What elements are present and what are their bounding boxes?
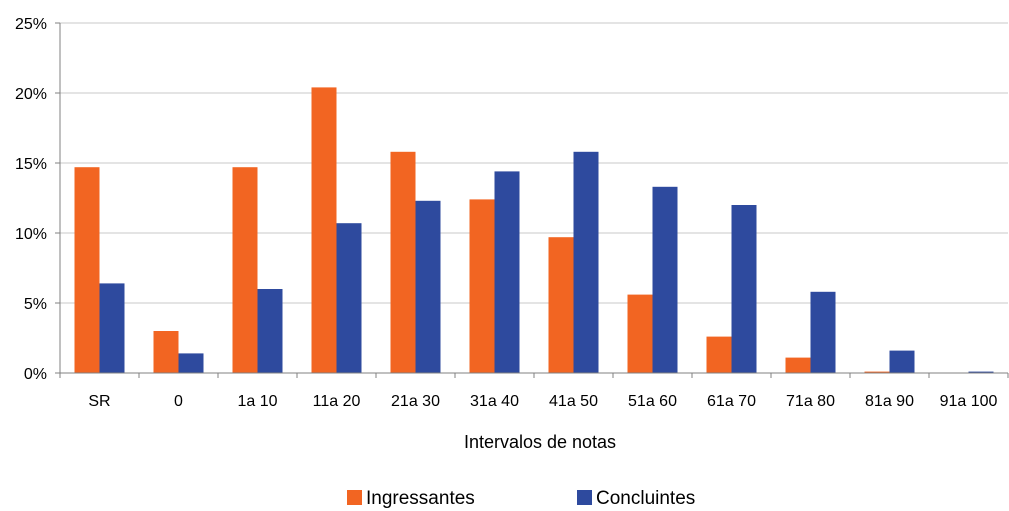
x-tick-label: 61a 70 bbox=[707, 393, 756, 410]
bar-ingressantes-1 bbox=[153, 331, 179, 373]
bar-concluintes-3 bbox=[336, 223, 362, 373]
bar-ingressantes-3 bbox=[311, 87, 337, 374]
bar-concluintes-8 bbox=[731, 205, 757, 373]
bar-concluintes-0 bbox=[99, 283, 125, 373]
y-tick-label: 25% bbox=[15, 16, 47, 33]
y-tick-label: 20% bbox=[15, 86, 47, 103]
x-tick-label: 31a 40 bbox=[470, 393, 519, 410]
x-tick-label: 0 bbox=[174, 393, 183, 410]
bar-concluintes-11 bbox=[968, 371, 994, 373]
x-axis-ticks: SR 0 1a 10 11a 20 21a 30 31a 40 41a 50 51a 60 61… bbox=[59, 373, 1009, 410]
bar-concluintes-4 bbox=[415, 200, 441, 373]
y-tick-label: 0% bbox=[24, 366, 47, 383]
x-tick-label: 41a 50 bbox=[549, 393, 598, 410]
x-tick-label: 11a 20 bbox=[313, 393, 361, 410]
x-tick-label: 21a 30 bbox=[391, 393, 440, 410]
bar-ingressantes-7 bbox=[627, 294, 653, 373]
legend-label: Concluintes bbox=[596, 488, 695, 509]
bar-concluintes-2 bbox=[257, 289, 283, 373]
x-tick-label: 1a 10 bbox=[237, 393, 277, 410]
legend-label: Ingressantes bbox=[366, 488, 475, 509]
bar-concluintes-1 bbox=[178, 353, 204, 373]
legend: Ingressantes Concluintes bbox=[347, 488, 695, 509]
x-axis-title: Intervalos de notas bbox=[464, 432, 616, 452]
bars bbox=[74, 87, 994, 374]
x-tick-label: 51a 60 bbox=[628, 393, 677, 410]
legend-item-concluintes: Concluintes bbox=[577, 488, 695, 509]
bar-concluintes-6 bbox=[573, 151, 599, 373]
legend-swatch bbox=[577, 490, 592, 505]
bar-ingressantes-8 bbox=[706, 336, 732, 373]
bar-ingressantes-9 bbox=[785, 357, 811, 373]
y-tick-label: 10% bbox=[15, 226, 47, 243]
y-tick-label: 15% bbox=[15, 156, 47, 173]
bar-ingressantes-0 bbox=[74, 167, 100, 373]
bar-ingressantes-10 bbox=[864, 371, 890, 373]
gridlines bbox=[60, 22, 1008, 304]
x-tick-label: 81a 90 bbox=[865, 393, 914, 410]
bar-ingressantes-2 bbox=[232, 167, 258, 373]
x-tick-label: 71a 80 bbox=[786, 393, 835, 410]
axes bbox=[59, 23, 1008, 374]
bar-ingressantes-5 bbox=[469, 199, 495, 373]
legend-item-ingressantes: Ingressantes bbox=[347, 488, 475, 509]
x-tick-label: 91a 100 bbox=[940, 393, 998, 410]
bar-concluintes-10 bbox=[889, 350, 915, 373]
bar-concluintes-7 bbox=[652, 186, 678, 373]
bar-ingressantes-6 bbox=[548, 237, 574, 373]
legend-swatch bbox=[347, 490, 362, 505]
bar-concluintes-9 bbox=[810, 291, 836, 373]
x-tick-label: SR bbox=[88, 393, 110, 410]
bar-concluintes-5 bbox=[494, 171, 520, 373]
y-axis-ticks: 0% 5% 10% 15% 20% 25% bbox=[15, 16, 60, 383]
y-tick-label: 5% bbox=[24, 296, 47, 313]
bar-ingressantes-4 bbox=[390, 151, 416, 373]
